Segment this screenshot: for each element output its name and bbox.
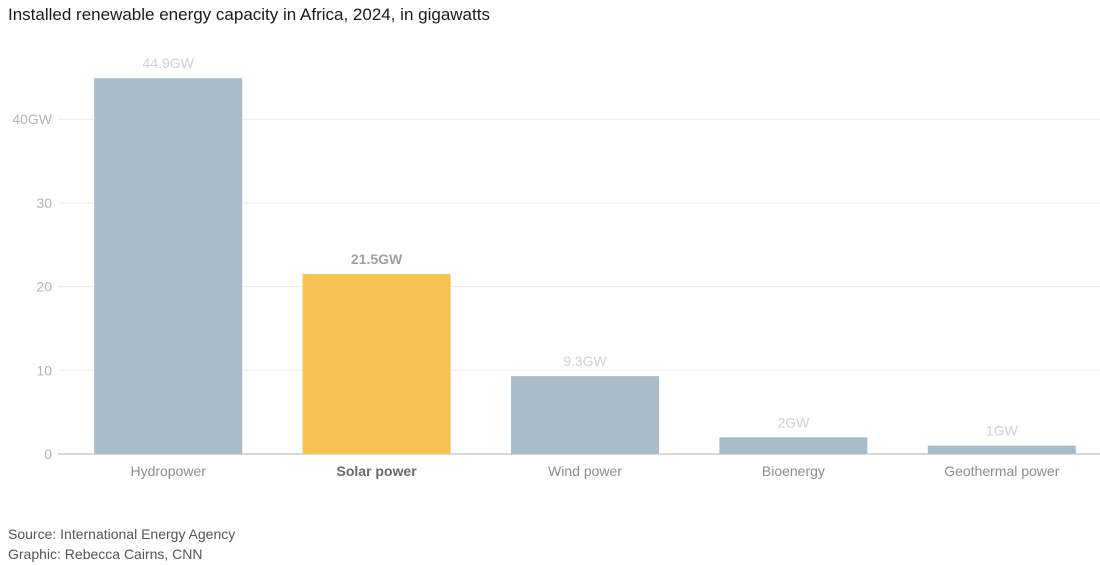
data-label: 2GW	[777, 414, 810, 430]
bar-solar-power	[302, 274, 451, 454]
bar-wind-power	[511, 376, 659, 454]
data-label: 1GW	[986, 423, 1019, 439]
bar-bioenergy	[719, 437, 868, 454]
y-tick-label: 30	[36, 195, 52, 211]
bar-chart: 0 10 20 30 40GW 44.9GW 21.5GW 9.3GW 2GW 1GW Hydr…	[12, 55, 1100, 479]
y-axis-ticks: 0 10 20 30 40GW	[12, 111, 52, 462]
chart-title: Installed renewable energy capacity in A…	[8, 5, 490, 24]
data-label: 44.9GW	[143, 55, 195, 71]
category-label: Bioenergy	[762, 463, 825, 479]
data-label: 21.5GW	[351, 251, 403, 267]
data-label: 9.3GW	[563, 353, 607, 369]
data-labels: 44.9GW 21.5GW 9.3GW 2GW 1GW	[143, 55, 1019, 438]
y-tick-label: 20	[36, 279, 52, 295]
x-axis-categories: Hydropower Solar power Wind power Bioenergy…	[130, 463, 1059, 479]
category-label: Hydropower	[130, 463, 206, 479]
y-tick-label: 10	[36, 362, 52, 378]
bar-hydropower	[94, 78, 243, 454]
graphic-credit: Graphic: Rebecca Cairns, CNN	[8, 546, 203, 562]
y-tick-label: 40GW	[12, 111, 52, 127]
category-label: Solar power	[337, 463, 418, 479]
category-label: Wind power	[548, 463, 622, 479]
category-label: Geothermal power	[944, 463, 1060, 479]
bar-geothermal-power	[927, 445, 1076, 454]
chart-footer: Source: International Energy Agency Grap…	[8, 524, 235, 564]
bars	[94, 78, 1076, 454]
y-tick-label: 0	[44, 446, 52, 462]
source-note: Source: International Energy Agency	[8, 526, 236, 542]
